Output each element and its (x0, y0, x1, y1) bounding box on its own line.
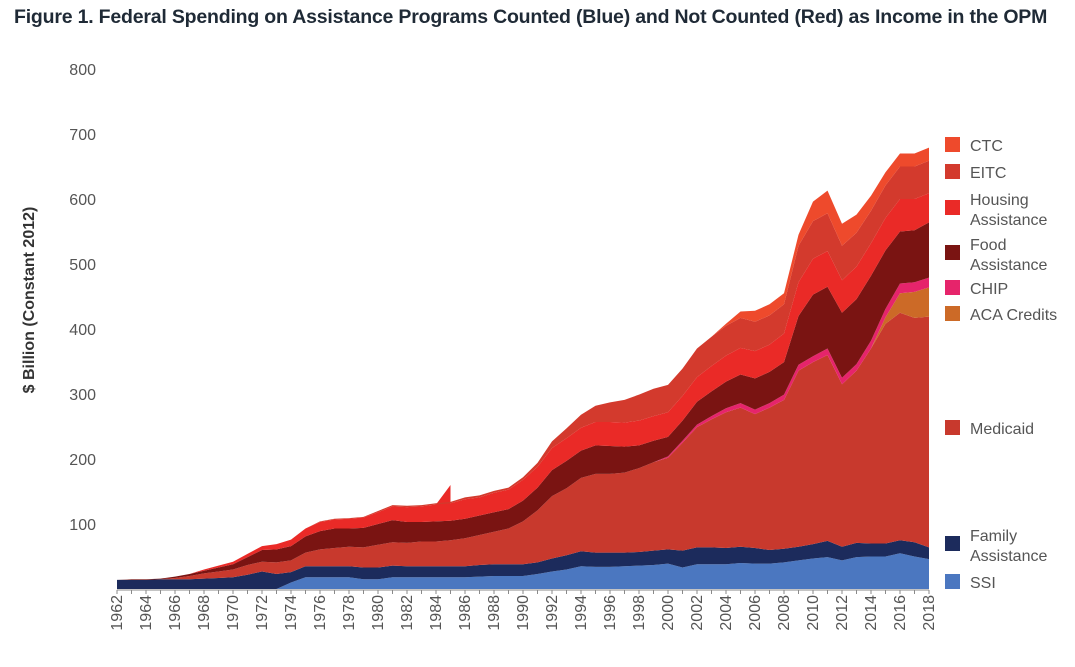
area-ssi (117, 553, 929, 589)
x-tick-label: 1974 (283, 595, 300, 631)
x-tick-label: 1976 (312, 595, 329, 631)
legend-swatch-family-assistance (945, 536, 960, 551)
x-tick-label: 2008 (776, 595, 793, 631)
legend-label-family-assistance: Assistance (970, 548, 1047, 565)
area-family-assistance (117, 540, 929, 589)
y-tick-label: 200 (69, 452, 96, 469)
area-food-assistance (117, 222, 929, 580)
legend-label-food-assistance: Food (970, 237, 1006, 254)
legend-swatch-ssi (945, 574, 960, 589)
x-tick-label: 2002 (689, 595, 706, 631)
legend-label-chip: CHIP (970, 281, 1008, 298)
y-tick-label: 700 (69, 127, 96, 144)
legend-swatch-ctc (945, 137, 960, 152)
legend-swatch-chip (945, 280, 960, 295)
chart-title: Figure 1. Federal Spending on Assistance… (14, 6, 1048, 28)
x-tick-label: 2006 (747, 595, 764, 631)
x-tick-label: 1978 (341, 595, 358, 631)
x-tick-label: 1994 (573, 595, 590, 631)
x-tick-label: 1972 (254, 595, 271, 631)
legend: SSI Family Assistance Medicaid ACA Credits CH… (945, 137, 1057, 592)
x-tick-label: 1980 (370, 595, 387, 631)
legend-swatch-aca-credits (945, 306, 960, 321)
legend-label-eitc: EITC (970, 165, 1006, 182)
legend-swatch-eitc (945, 164, 960, 179)
x-tick-label: 2000 (660, 595, 677, 631)
legend-swatch-medicaid (945, 420, 960, 435)
legend-label-housing-assistance: Assistance (970, 212, 1047, 229)
x-tick-label: 1968 (196, 595, 213, 631)
y-tick-label: 800 (69, 62, 96, 79)
legend-swatch-food-assistance (945, 245, 960, 260)
x-tick-label: 2018 (921, 595, 938, 631)
y-tick-label: 600 (69, 192, 96, 209)
legend-swatch-housing-assistance (945, 200, 960, 215)
y-axis-label: $ Billion (Constant 2012) (21, 207, 38, 394)
x-tick-label: 1990 (515, 595, 532, 631)
x-tick-label: 1988 (486, 595, 503, 631)
x-tick-label: 2010 (805, 595, 822, 631)
x-tick-label: 1966 (167, 595, 184, 631)
legend-label-ctc: CTC (970, 138, 1003, 155)
x-tick-label: 2012 (834, 595, 851, 631)
legend-label-food-assistance: Assistance (970, 257, 1047, 274)
x-tick-label: 1982 (399, 595, 416, 631)
x-tick-label: 1986 (457, 595, 474, 631)
legend-label-family-assistance: Family (970, 528, 1017, 545)
x-tick-label: 1962 (109, 595, 126, 631)
x-tick-label: 2016 (892, 595, 909, 631)
legend-label-medicaid: Medicaid (970, 421, 1034, 438)
x-tick-label: 1992 (544, 595, 561, 631)
legend-label-housing-assistance: Housing (970, 192, 1029, 209)
area-medicaid (117, 312, 929, 580)
y-tick-label: 100 (69, 517, 96, 534)
x-tick-label: 1964 (138, 595, 155, 631)
legend-label-ssi: SSI (970, 575, 996, 592)
y-tick-label: 300 (69, 387, 96, 404)
x-tick-label: 2014 (863, 595, 880, 631)
x-tick-label: 1984 (428, 595, 445, 631)
x-tick-label: 1970 (225, 595, 242, 631)
y-tick-label: 400 (69, 322, 96, 339)
x-tick-label: 2004 (718, 595, 735, 631)
y-tick-label: 500 (69, 257, 96, 274)
legend-label-aca-credits: ACA Credits (970, 307, 1057, 324)
x-tick-label: 1996 (602, 595, 619, 631)
x-tick-label: 1998 (631, 595, 648, 631)
